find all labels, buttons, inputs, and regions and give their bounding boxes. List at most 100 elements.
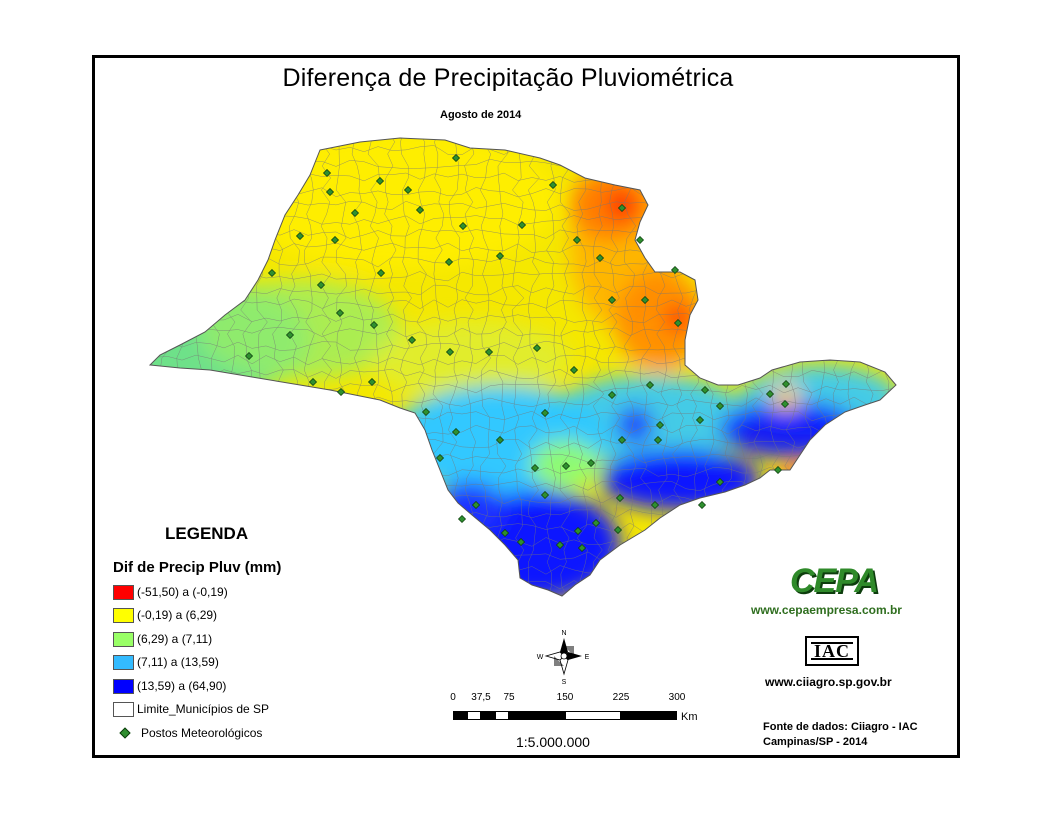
- legend-label: (-51,50) a (-0,19): [137, 585, 228, 599]
- municipality-line: [751, 138, 764, 596]
- station-marker-icon: [308, 377, 318, 387]
- municipality-line: [719, 138, 733, 596]
- station-marker-icon: [540, 490, 550, 500]
- map-subtitle: Agosto de 2014: [440, 109, 522, 121]
- legend-label: (6,29) a (7,11): [137, 632, 213, 646]
- station-marker-icon: [330, 235, 340, 245]
- legend-swatch: [113, 701, 134, 717]
- station-marker-icon: [369, 320, 379, 330]
- cepa-url[interactable]: www.cepaempresa.com.br: [751, 603, 902, 617]
- station-marker-icon: [517, 220, 527, 230]
- source-line: Fonte de dados: Ciiagro - IAC: [763, 721, 918, 733]
- station-marker-icon: [650, 500, 660, 510]
- municipality-line: [623, 138, 637, 596]
- station-marker-icon: [615, 493, 625, 503]
- legend-label: (7,11) a (13,59): [137, 655, 219, 669]
- station-marker-icon: [607, 390, 617, 400]
- station-marker-icon: [697, 500, 707, 510]
- station-marker-icon: [244, 351, 254, 361]
- municipality-line: [150, 138, 157, 596]
- municipality-line: [559, 138, 572, 596]
- west-label: W: [537, 654, 544, 661]
- station-marker-icon: [715, 477, 725, 487]
- municipality-line: [544, 138, 557, 596]
- municipality-line: [880, 138, 892, 596]
- scale-bar-segment: [621, 711, 677, 720]
- south-label: S: [562, 679, 567, 686]
- surface-blob: [666, 306, 690, 330]
- scale-tick-label: 0: [450, 692, 456, 703]
- scale-bar-segment: [509, 711, 565, 720]
- municipality-line: [895, 138, 896, 596]
- municipality-line: [496, 138, 509, 596]
- legend-swatch: [113, 678, 134, 694]
- station-marker-icon: [335, 308, 345, 318]
- station-marker-icon: [316, 280, 326, 290]
- station-marker-icon: [715, 401, 725, 411]
- municipality-line: [511, 138, 525, 596]
- surface-blob: [615, 270, 705, 370]
- station-marker-icon: [532, 343, 542, 353]
- municipality-line: [527, 138, 541, 596]
- station-marker-icon: [640, 295, 650, 305]
- station-marker-icon: [500, 528, 510, 538]
- legend-item: (7,11) a (13,59): [113, 654, 219, 670]
- station-marker-icon: [781, 379, 791, 389]
- station-marker-icon: [403, 185, 413, 195]
- legend-swatch: [113, 654, 134, 670]
- station-marker-icon: [325, 187, 335, 197]
- scale-bar-segment: [495, 711, 509, 720]
- legend-label: (13,59) a (64,90): [137, 679, 227, 693]
- station-marker-icon: [635, 235, 645, 245]
- scale-bar-segment: [565, 711, 621, 720]
- municipality-line: [150, 145, 896, 156]
- station-marker-icon: [445, 347, 455, 357]
- station-marker-icon: [350, 208, 360, 218]
- north-label: N: [561, 630, 566, 637]
- meteorological-stations: [244, 153, 791, 553]
- surface-blob: [772, 386, 800, 410]
- station-marker-icon: [415, 205, 425, 215]
- municipality-line: [608, 138, 621, 596]
- scale-bar-segment: [467, 711, 481, 720]
- station-marker-icon: [780, 399, 790, 409]
- scale-unit: Km: [681, 711, 698, 723]
- station-marker-icon: [119, 727, 131, 739]
- municipality-line: [592, 138, 605, 596]
- station-marker-icon: [655, 420, 665, 430]
- station-marker-icon: [285, 330, 295, 340]
- east-label: E: [585, 654, 590, 661]
- station-marker-icon: [695, 415, 705, 425]
- station-marker-icon: [451, 153, 461, 163]
- scale-tick-label: 37,5: [471, 692, 491, 703]
- station-marker-icon: [421, 407, 431, 417]
- legend-label: (-0,19) a (6,29): [137, 608, 218, 622]
- station-marker-icon: [367, 377, 377, 387]
- scale-ratio: 1:5.000.000: [516, 734, 590, 750]
- municipality-line: [150, 368, 896, 380]
- station-marker-icon: [673, 318, 683, 328]
- legend-heading: LEGENDA: [165, 524, 249, 543]
- station-marker-icon: [765, 389, 775, 399]
- scale-tick-label: 300: [668, 692, 686, 703]
- municipality-line: [703, 138, 717, 596]
- station-marker-icon: [670, 265, 680, 275]
- station-marker-icon: [407, 335, 417, 345]
- iac-url[interactable]: www.ciiagro.sp.gov.br: [765, 675, 892, 689]
- legend-item: Postos Meteorológicos: [113, 725, 262, 741]
- source-line: Campinas/SP - 2014: [763, 736, 868, 748]
- surface-blob: [435, 482, 505, 538]
- station-marker-icon: [548, 180, 558, 190]
- station-marker-icon: [569, 365, 579, 375]
- scale-tick-label: 225: [612, 692, 630, 703]
- station-marker-icon: [530, 463, 540, 473]
- station-marker-icon: [267, 268, 277, 278]
- station-marker-icon: [336, 387, 346, 397]
- data-source: Fonte de dados: Ciiagro - IAC Campinas/S…: [763, 720, 918, 750]
- legend-item: Limite_Municípios de SP: [113, 701, 269, 717]
- legend-item: (6,29) a (7,11): [113, 631, 212, 647]
- station-marker-icon: [773, 465, 783, 475]
- station-marker-icon: [653, 435, 663, 445]
- station-marker-icon: [573, 526, 583, 536]
